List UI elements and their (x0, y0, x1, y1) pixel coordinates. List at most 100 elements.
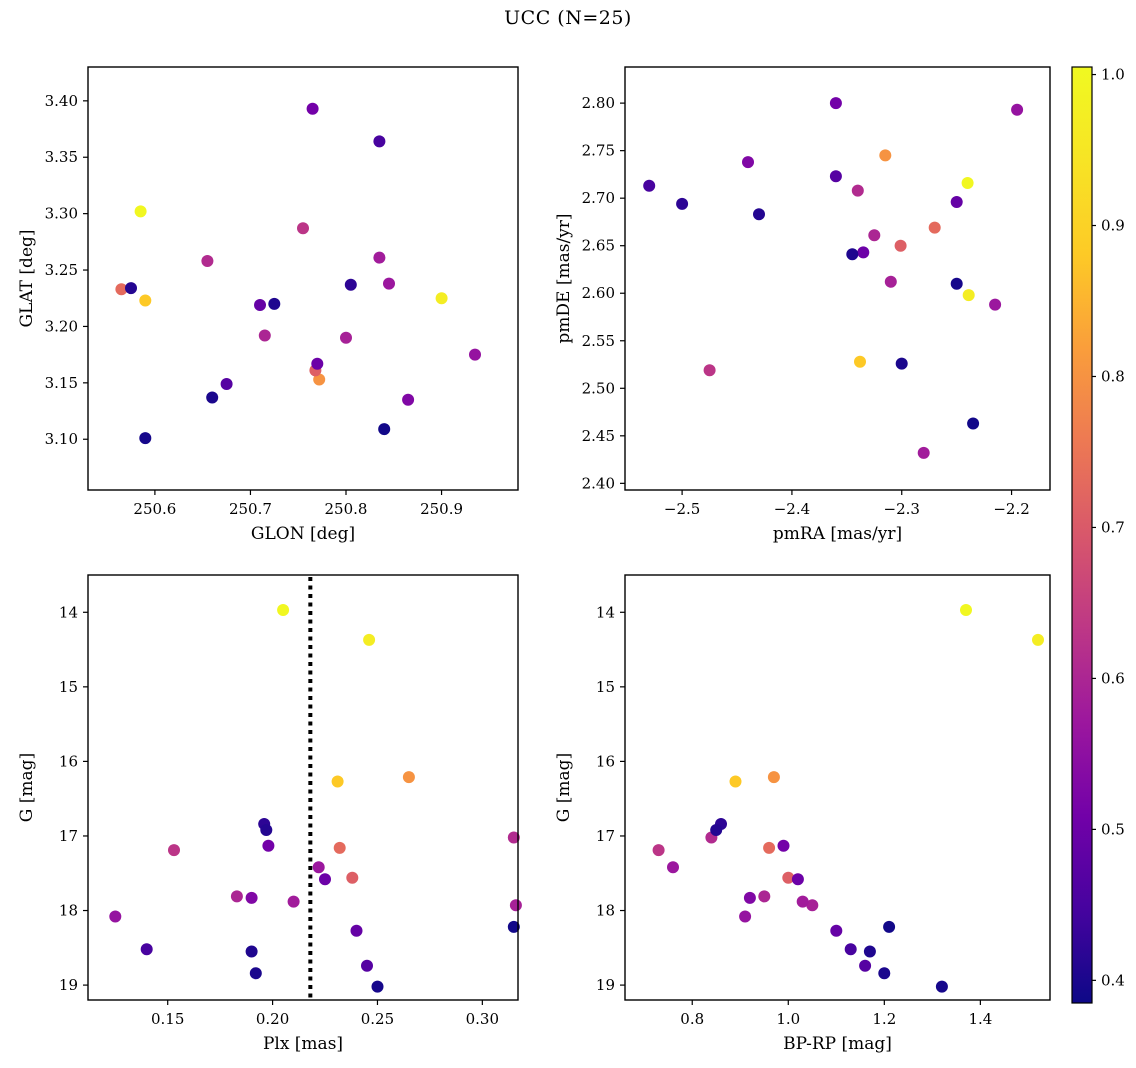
scatter-point (767, 771, 780, 784)
y-tick-label: 2.60 (582, 284, 615, 302)
scatter-point (313, 373, 326, 386)
scatter-point (829, 170, 842, 183)
scatter-point (402, 771, 415, 784)
scatter-point (989, 298, 1002, 311)
scatter-point (829, 97, 842, 110)
scatter-point (311, 357, 324, 370)
colorbar: 0.4 0.5 0.6 0.7 0.8 0.9 1.0 (1071, 66, 1125, 1004)
colorbar-tick-label: 0.8 (1101, 367, 1125, 385)
scatter-point (753, 208, 765, 221)
scatter-point (245, 891, 258, 904)
y-tick-label: 2.55 (582, 332, 615, 350)
scatter-point (206, 391, 219, 404)
scatter-point (371, 980, 384, 993)
scatter-point (868, 229, 881, 242)
x-tick-label: 0.25 (361, 1010, 394, 1028)
scatter-point (667, 861, 679, 874)
scatter-point (331, 775, 344, 788)
scatter-point (796, 895, 809, 908)
scatter-point (125, 282, 137, 295)
scatter-point (851, 184, 864, 197)
y-tick-label: 3.10 (45, 430, 78, 448)
y-axis-label: pmDE [mas/yr] (554, 213, 574, 343)
y-tick-label: 2.70 (582, 189, 615, 207)
y-tick-label: 2.80 (582, 94, 615, 112)
scatter-point (967, 417, 980, 430)
scatter-point (857, 246, 870, 259)
colorbar-tick-label: 0.6 (1101, 669, 1125, 687)
y-tick-label: 3.35 (45, 148, 78, 166)
scatter-point (258, 329, 271, 342)
y-tick-label: 2.45 (582, 427, 615, 445)
panel-glon-glat: 250.6 250.7 250.8 250.9 3.10 3.15 3.20 3.25 3.30… (17, 66, 519, 544)
x-axis-label: pmRA [mas/yr] (773, 524, 902, 544)
scatter-point (782, 871, 795, 884)
scatter-point (950, 277, 963, 290)
scatter-point (844, 943, 857, 956)
x-tick-label: −2.2 (993, 500, 1029, 518)
scatter-point (509, 899, 522, 912)
scatter-point (884, 275, 897, 288)
scatter-point (373, 251, 386, 264)
y-axis-label: GLAT [deg] (17, 229, 37, 327)
scatter-point (643, 179, 656, 192)
scatter-point (254, 299, 266, 311)
scatter-point (1032, 633, 1044, 646)
x-tick-label: 1.0 (776, 1010, 800, 1028)
scatter-point (134, 205, 147, 218)
y-tick-label: 3.30 (45, 205, 78, 223)
scatter-point (859, 959, 872, 972)
x-tick-label: 1.4 (968, 1010, 992, 1028)
scatter-point (806, 899, 819, 912)
scatter-point (507, 831, 520, 844)
scatter-point (950, 196, 963, 208)
panel-bprp-g: 0.8 1.0 1.2 1.4 14 15 16 17 18 19 BP-RP [mag] G [ma… (554, 574, 1051, 1054)
x-tick-label: 1.2 (872, 1010, 896, 1028)
scatter-point (346, 871, 359, 884)
x-tick-label: 250.7 (229, 500, 272, 518)
scatter-point (383, 277, 395, 290)
colorbar-tick-label: 0.9 (1101, 217, 1125, 235)
colorbar-tick-label: 0.7 (1101, 518, 1125, 536)
x-tick-label: −2.4 (774, 500, 810, 518)
scatter-point (854, 355, 866, 368)
y-tick-label: 2.50 (582, 379, 615, 397)
y-tick-label: 3.25 (45, 261, 78, 279)
scatter-point (507, 920, 520, 933)
scatter-point (739, 910, 752, 923)
y-tick-label: 3.15 (45, 374, 78, 392)
y-tick-label: 17 (596, 827, 615, 845)
scatter-point (935, 980, 948, 993)
panel-pmra-pmde: −2.5 −2.4 −2.3 −2.2 2.40 2.45 2.50 2.55 2.60 2.65… (554, 66, 1051, 544)
y-axis-label: G [mag] (554, 753, 574, 822)
scatter-point (676, 197, 689, 210)
scatter-point (961, 177, 974, 189)
scatter-point (378, 423, 391, 436)
scatter-point (710, 824, 723, 836)
colorbar-tick-label: 0.5 (1101, 820, 1125, 838)
scatter-point (758, 890, 771, 903)
scatter-point (962, 289, 975, 302)
scatter-point (363, 633, 376, 646)
scatter-point (435, 292, 448, 305)
scatter-point (743, 891, 756, 904)
scatter-point (319, 873, 331, 886)
x-axis-label: Plx [mas] (263, 1034, 343, 1054)
x-tick-label: 250.9 (420, 500, 463, 518)
scatter-point (928, 221, 941, 234)
scatter-point (1011, 103, 1024, 116)
y-tick-label: 19 (596, 976, 615, 994)
scatter-point (791, 873, 804, 886)
axes-frame (624, 66, 1051, 491)
scatter-point (402, 393, 415, 406)
scatter-point (115, 283, 128, 296)
scatter-point (201, 255, 214, 267)
y-axis-label: G [mag] (17, 753, 37, 822)
y-tick-label: 18 (596, 902, 615, 920)
x-axis-label: GLON [deg] (251, 524, 355, 544)
scatter-point (652, 844, 665, 857)
scatter-point (878, 967, 891, 980)
scatter-point (245, 945, 258, 958)
scatter-point (287, 895, 300, 908)
